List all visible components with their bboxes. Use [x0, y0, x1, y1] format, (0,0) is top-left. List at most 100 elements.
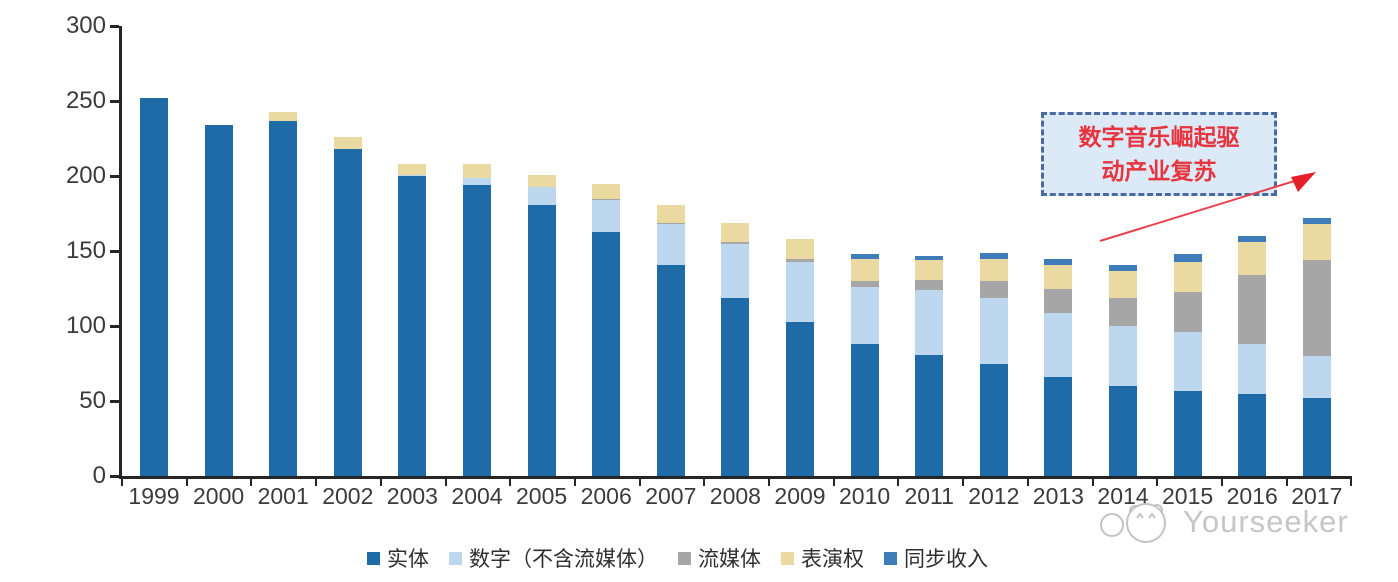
- bar-2005: [527, 174, 556, 476]
- bar-segment: [1173, 254, 1202, 262]
- bar-segment: [1044, 258, 1073, 265]
- watermark: Yourseeker: [1095, 498, 1349, 544]
- x-axis-label: 2012: [968, 483, 1020, 509]
- bar-2002: [333, 137, 362, 476]
- y-axis-tick: [110, 325, 119, 328]
- bar-segment: [1109, 264, 1137, 271]
- legend-swatch-icon: [449, 551, 462, 565]
- legend-swatch-icon: [884, 551, 897, 565]
- legend-item: 流媒体: [678, 543, 761, 573]
- bar-segment: [979, 252, 1008, 259]
- y-axis-label: 250: [65, 87, 106, 114]
- x-axis-tick: [445, 479, 447, 486]
- bar-segment: [850, 287, 879, 344]
- bar-segment: [269, 120, 298, 476]
- x-axis-tick: [833, 479, 835, 486]
- bar-segment: [1044, 264, 1073, 289]
- bar-segment: [1302, 224, 1331, 260]
- y-axis-tick: [110, 100, 119, 103]
- x-axis-label: 2005: [516, 483, 568, 509]
- x-axis-tick: [768, 479, 770, 486]
- bar-segment: [1238, 242, 1267, 275]
- x-axis-tick: [703, 479, 705, 486]
- annotation-line2: 动产业复苏: [1101, 159, 1217, 184]
- y-axis-tick: [110, 25, 119, 28]
- x-axis-label: 2003: [386, 483, 438, 509]
- bar-2015: [1173, 254, 1202, 476]
- x-axis-label: 2008: [709, 483, 761, 509]
- annotation-line1: 数字音乐崛起驱: [1078, 125, 1240, 150]
- annotation-callout: 数字音乐崛起驱 动产业复苏: [1041, 112, 1277, 196]
- x-axis-tick: [897, 479, 899, 486]
- bar-segment: [1044, 312, 1073, 377]
- bar-segment: [1044, 377, 1073, 476]
- x-axis-tick: [639, 479, 641, 486]
- legend: 实体 数字（不含流媒体） 流媒体 表演权 同步收入: [367, 543, 988, 573]
- bar-segment: [721, 243, 750, 298]
- bar-segment: [1109, 386, 1137, 476]
- bar-2004: [463, 164, 491, 476]
- bar-segment: [786, 321, 814, 476]
- bar-segment: [592, 183, 621, 199]
- bar-segment: [1109, 326, 1137, 386]
- bar-2006: [592, 183, 621, 476]
- y-axis-label: 50: [79, 387, 106, 414]
- bar-segment: [850, 258, 879, 281]
- bar-segment: [592, 198, 621, 200]
- bar-segment: [979, 258, 1008, 281]
- x-axis-label: 2009: [774, 483, 826, 509]
- bar-segment: [786, 258, 814, 262]
- x-axis-tick: [1286, 479, 1288, 486]
- x-axis-tick: [250, 479, 252, 486]
- y-axis-label: 150: [65, 237, 106, 264]
- bar-segment: [656, 224, 685, 265]
- x-axis-label: 2002: [322, 483, 374, 509]
- bar-segment: [398, 176, 427, 476]
- bar-segment: [463, 177, 491, 185]
- x-axis-tick: [574, 479, 576, 486]
- y-axis-tick: [110, 175, 119, 178]
- watermark-text: Yourseeker: [1183, 504, 1349, 539]
- bar-segment: [527, 186, 556, 205]
- x-axis-label: 2016: [1226, 483, 1278, 509]
- bar-segment: [1173, 390, 1202, 476]
- y-axis-tick: [110, 250, 119, 253]
- legend-label: 实体: [387, 548, 429, 571]
- bar-2012: [979, 252, 1008, 476]
- bar-segment: [204, 125, 233, 476]
- bar-segment: [333, 137, 362, 149]
- legend-item: 数字（不含流媒体）: [449, 543, 658, 573]
- bar-segment: [979, 363, 1008, 476]
- y-axis-label: 200: [65, 162, 106, 189]
- bar-segment: [915, 260, 944, 280]
- bar-2010: [850, 254, 879, 476]
- x-axis-tick: [509, 479, 511, 486]
- legend-item: 同步收入: [884, 543, 988, 573]
- bar-segment: [979, 297, 1008, 364]
- bar-2011: [915, 255, 944, 476]
- bar-2008: [721, 222, 750, 476]
- bar-segment: [915, 290, 944, 355]
- x-axis-label: 2017: [1291, 483, 1343, 509]
- x-axis-tick: [121, 479, 123, 486]
- bar-segment: [656, 222, 685, 224]
- legend-label: 表演权: [801, 548, 864, 571]
- bar-segment: [1173, 261, 1202, 292]
- bar-segment: [1238, 344, 1267, 394]
- bar-segment: [463, 185, 491, 476]
- legend-label: 同步收入: [904, 548, 988, 571]
- bar-2001: [269, 111, 298, 476]
- x-axis-label: 2001: [257, 483, 309, 509]
- x-axis-label: 2000: [193, 483, 245, 509]
- x-axis-label: 2010: [839, 483, 891, 509]
- x-axis-tick: [1350, 479, 1352, 486]
- x-axis-tick: [380, 479, 382, 486]
- bar-segment: [592, 200, 621, 232]
- bar-segment: [850, 254, 879, 259]
- yourseeker-logo-icon: [1100, 503, 1166, 543]
- bar-segment: [979, 281, 1008, 298]
- bar-segment: [656, 264, 685, 476]
- bar-segment: [592, 231, 621, 476]
- bar-2013: [1044, 258, 1073, 476]
- bar-segment: [1238, 393, 1267, 476]
